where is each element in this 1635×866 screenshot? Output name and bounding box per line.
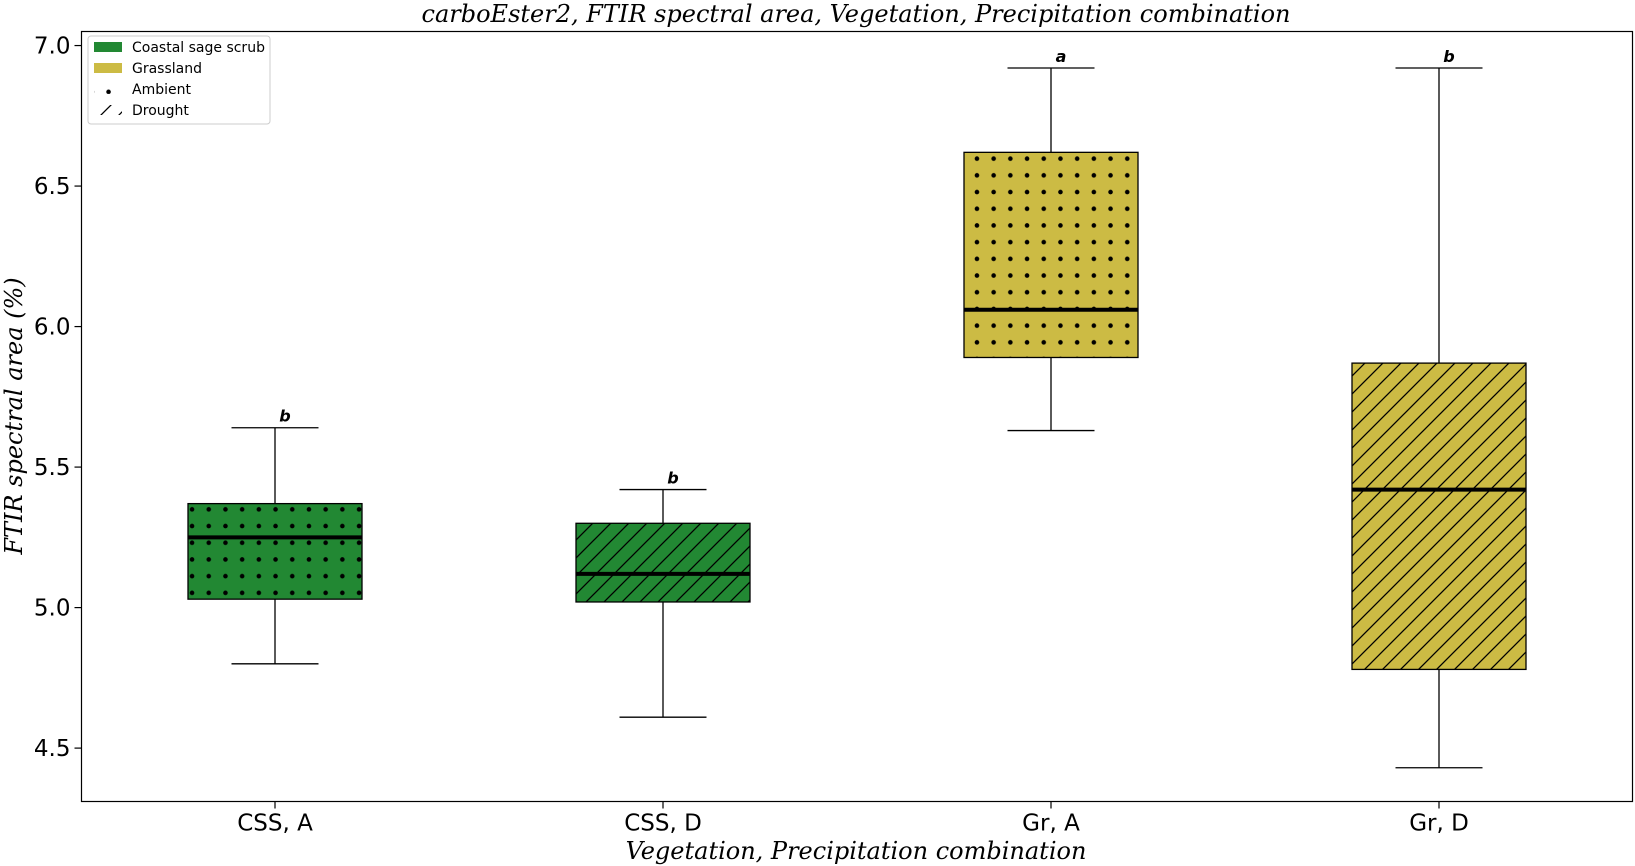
legend: Coastal sage scrub Grassland Ambient Drough…	[87, 35, 271, 125]
legend-label: Coastal sage scrub	[132, 40, 265, 56]
y-axis-label: FTIR spectral area (%)	[0, 277, 28, 555]
box-2: b	[575, 469, 751, 718]
significance-letter: b	[1443, 47, 1454, 66]
plot-frame	[80, 30, 1634, 803]
legend-label: Drought	[132, 103, 189, 119]
legend-item: Coastal sage scrub	[94, 40, 265, 56]
x-tick-label: Gr, A	[1022, 811, 1080, 837]
box-hatch	[575, 522, 751, 603]
significance-letter: a	[1056, 47, 1067, 66]
box-4: b	[1351, 47, 1527, 769]
y-tick-label: 4.5	[34, 736, 71, 762]
box-3: a	[963, 47, 1139, 432]
legend-label: Ambient	[132, 82, 191, 98]
y-tick-label: 7.0	[34, 34, 71, 60]
legend-item: Drought	[94, 103, 189, 119]
y-tick-label: 6.5	[34, 174, 71, 200]
box-hatch	[187, 502, 363, 600]
legend-swatch	[94, 84, 122, 94]
y-tick-label: 5.5	[34, 455, 71, 481]
x-tick-label: Gr, D	[1409, 811, 1469, 837]
legend-swatch	[94, 105, 122, 115]
y-tick-label: 5.0	[34, 596, 71, 622]
x-tick-label: CSS, D	[624, 811, 702, 837]
boxes: b b a b	[187, 47, 1527, 769]
legend-item: Grassland	[94, 61, 202, 77]
legend-label: Grassland	[132, 61, 202, 77]
box-1: b	[187, 407, 363, 665]
x-axis-label: Vegetation, Precipitation combination	[626, 837, 1087, 865]
x-tick-label: CSS, A	[237, 811, 313, 837]
y-tick-label: 6.0	[34, 315, 71, 341]
x-axis: CSS, A CSS, D Gr, A Gr, D	[237, 801, 1469, 837]
box-hatch	[1351, 362, 1527, 671]
legend-frame	[87, 35, 271, 125]
y-axis: 4.5 5.0 5.5 6.0 6.5 7.0	[34, 34, 82, 762]
legend-swatch	[94, 63, 122, 73]
box-hatch	[963, 151, 1139, 359]
chart-title: carboEster2, FTIR spectral area, Vegetat…	[422, 0, 1291, 28]
legend-swatch	[94, 42, 122, 52]
significance-letter: b	[279, 407, 290, 426]
significance-letter: b	[667, 469, 678, 488]
legend-item: Ambient	[94, 82, 191, 98]
